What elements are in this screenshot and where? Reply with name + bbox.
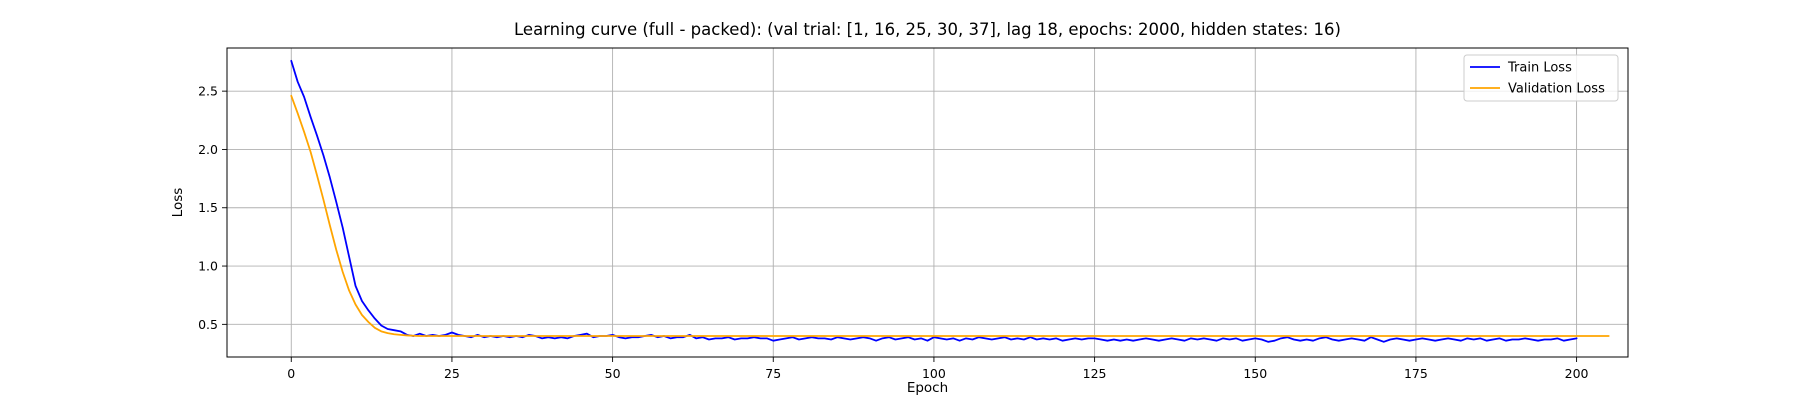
- y-tick-label: 2.0: [198, 142, 218, 157]
- series-layer: [290, 59, 1610, 343]
- tick-layer: 0 25 50 75 100 125 150 175 200 0.5 1.0 1.5 2.0 2.5: [198, 84, 1588, 381]
- x-tick-label: 75: [765, 366, 781, 381]
- grid-layer: [227, 48, 1628, 357]
- y-tick-label: 1.5: [198, 200, 218, 215]
- x-axis-title: Epoch: [907, 380, 948, 396]
- x-tick-label: 50: [605, 366, 621, 381]
- y-axis-title: Loss: [170, 188, 186, 218]
- x-tick-label: 0: [287, 366, 295, 381]
- legend: Train Loss Validation Loss: [1463, 54, 1619, 102]
- y-tick-label: 1.0: [198, 259, 218, 274]
- x-tick-label: 175: [1404, 366, 1428, 381]
- legend-label: Train Loss: [1507, 61, 1572, 76]
- legend-label: Validation Loss: [1508, 82, 1605, 97]
- x-tick-label: 25: [444, 366, 460, 381]
- series-line-validation-loss: [290, 94, 1610, 337]
- legend-box: [1463, 54, 1619, 102]
- x-tick-label: 125: [1083, 366, 1107, 381]
- plot-frame: [226, 47, 1629, 358]
- x-tick-label: 200: [1565, 366, 1589, 381]
- y-tick-label: 0.5: [198, 317, 218, 332]
- x-tick-label: 150: [1243, 366, 1267, 381]
- y-tick-label: 2.5: [198, 84, 218, 99]
- chart-title: Learning curve (full - packed): (val tri…: [514, 20, 1341, 39]
- x-tick-label: 100: [922, 366, 946, 381]
